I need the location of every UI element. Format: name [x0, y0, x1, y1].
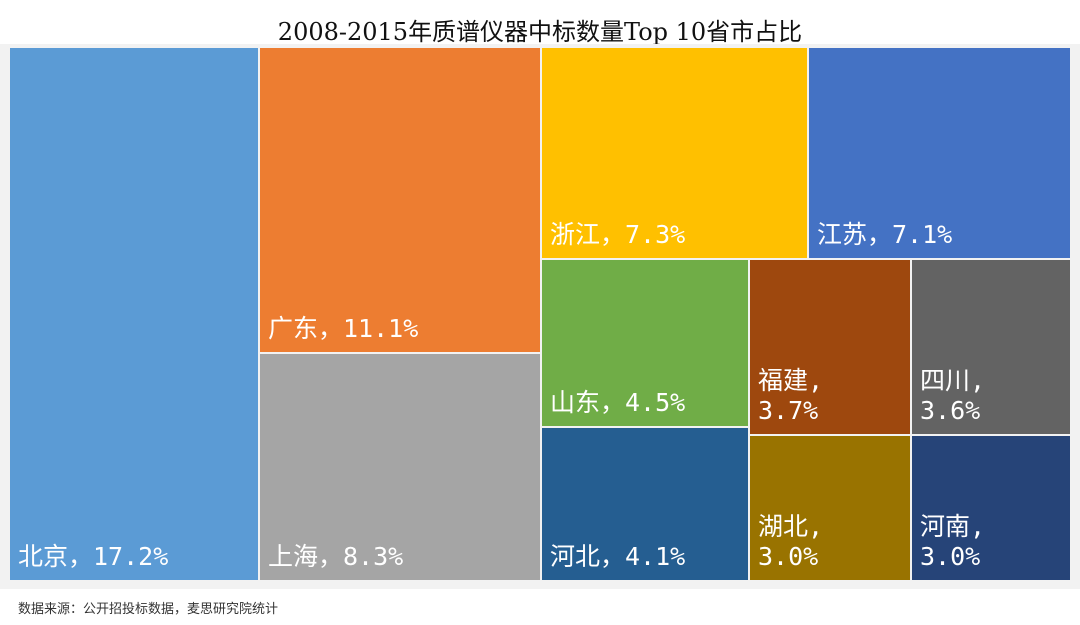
- tile-name: 江苏，7.1%: [817, 220, 953, 249]
- treemap-tile-6: 山东，4.5%: [542, 260, 748, 426]
- tile-name: 四川,: [920, 366, 986, 395]
- source-note: 数据来源：公开招投标数据，麦思研究院统计: [18, 602, 279, 617]
- treemap-tile-2: 广东，11.1%: [260, 48, 540, 352]
- tile-name: 上海，8.3%: [268, 542, 404, 571]
- tile-name: 福建,: [758, 366, 824, 395]
- tile-label: 湖北, 3.0%: [758, 512, 823, 572]
- tile-label: 北京，17.2%: [18, 542, 168, 572]
- treemap-tile-4: 浙江，7.3%: [542, 48, 807, 258]
- tile-label: 河北，4.1%: [550, 542, 685, 572]
- treemap-plot-area: 北京，17.2% 广东，11.1% 上海，8.3% 浙江，7.3% 江苏，7.1% 山东，…: [0, 44, 1080, 589]
- treemap-tile-8: 福建, 3.7%: [750, 260, 910, 434]
- tile-label: 河南, 3.0%: [920, 512, 985, 572]
- treemap-tile-11: 河南, 3.0%: [912, 436, 1070, 580]
- treemap-tile-10: 湖北, 3.0%: [750, 436, 910, 580]
- tile-label: 广东，11.1%: [268, 314, 418, 344]
- tile-value: 3.0%: [920, 542, 981, 571]
- tile-name: 山东，4.5%: [550, 388, 686, 417]
- tile-value: 3.6%: [920, 396, 981, 425]
- tile-label: 福建, 3.7%: [758, 366, 823, 426]
- tile-value: 3.7%: [758, 396, 819, 425]
- tile-name: 北京，17.2%: [18, 542, 169, 571]
- tile-name: 河南,: [920, 512, 986, 541]
- treemap-tile-9: 四川, 3.6%: [912, 260, 1070, 434]
- treemap-tile-1: 北京，17.2%: [10, 48, 258, 580]
- tile-name: 河北，4.1%: [550, 542, 686, 571]
- treemap-tile-3: 上海，8.3%: [260, 354, 540, 580]
- tile-label: 上海，8.3%: [268, 542, 403, 572]
- tile-name: 广东，11.1%: [268, 314, 419, 343]
- tile-label: 江苏，7.1%: [817, 220, 952, 250]
- tile-name: 湖北,: [758, 512, 824, 541]
- treemap-tile-5: 江苏，7.1%: [809, 48, 1070, 258]
- tile-label: 四川, 3.6%: [920, 366, 985, 426]
- tile-label: 山东，4.5%: [550, 388, 685, 418]
- tile-label: 浙江，7.3%: [550, 220, 685, 250]
- tile-value: 3.0%: [758, 542, 819, 571]
- treemap-tile-7: 河北，4.1%: [542, 428, 748, 580]
- tile-name: 浙江，7.3%: [550, 220, 686, 249]
- chart-title: 2008-2015年质谱仪器中标数量Top 10省市占比: [277, 18, 803, 46]
